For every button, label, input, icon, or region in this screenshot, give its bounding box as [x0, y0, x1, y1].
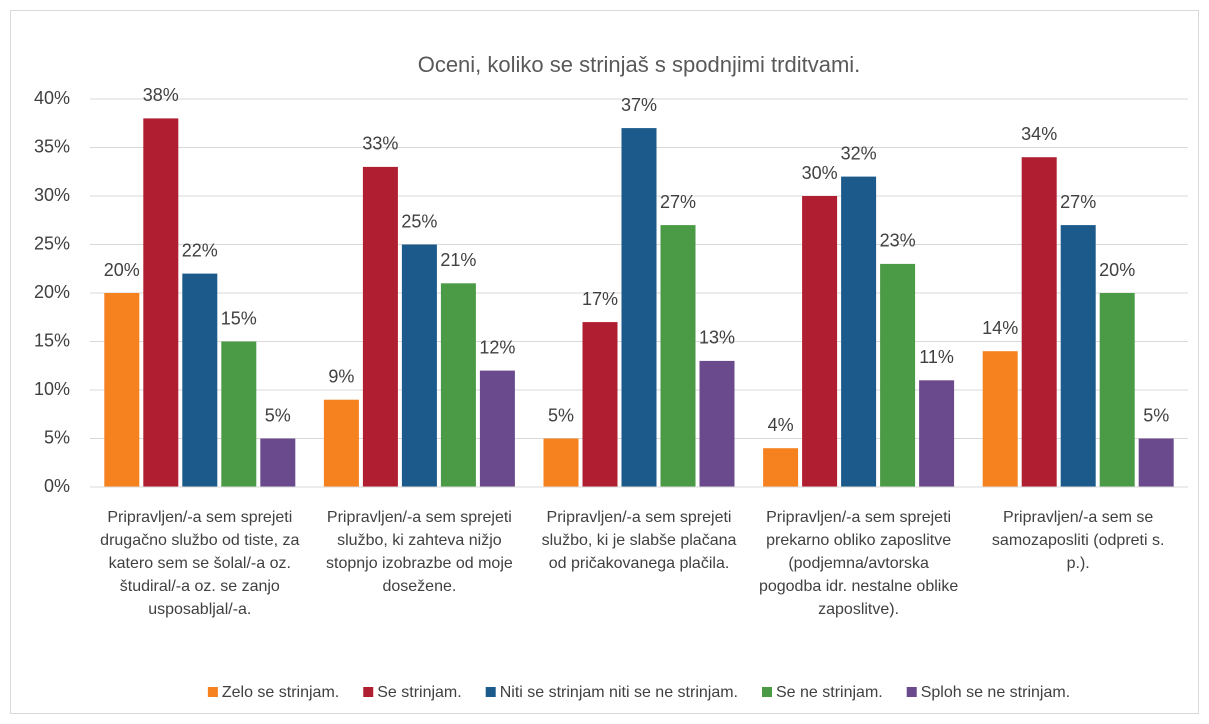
bar [260, 438, 296, 487]
bar [323, 399, 359, 487]
legend-swatch [485, 687, 496, 697]
bar [543, 438, 579, 487]
bar [841, 176, 877, 487]
data-label: 20% [1099, 260, 1135, 280]
data-label: 34% [1021, 124, 1057, 144]
bar [440, 283, 476, 487]
data-label: 22% [182, 240, 218, 260]
data-label: 21% [440, 250, 476, 270]
x-tick-label: Pripravljen/-a sem sprejeti službo, ki z… [326, 509, 513, 595]
y-tick-label: 30% [34, 185, 70, 205]
legend-swatch [906, 687, 917, 697]
data-label: 4% [768, 415, 794, 435]
data-label: 14% [982, 318, 1018, 338]
x-tick-label: Pripravljen/-a sem se samozaposliti (odp… [991, 509, 1165, 572]
x-tick-label: Pripravljen/-a sem sprejeti drugačno slu… [100, 509, 300, 618]
data-label: 37% [621, 95, 657, 115]
data-label: 5% [265, 405, 291, 425]
legend-swatch [762, 687, 773, 697]
x-tick-label: Pripravljen/-a sem sprejeti službo, ki j… [541, 509, 737, 572]
y-tick-label: 40% [34, 88, 70, 108]
data-label: 33% [362, 134, 398, 154]
y-tick-label: 20% [34, 282, 70, 302]
y-tick-label: 15% [34, 330, 70, 350]
bar [362, 166, 398, 487]
data-label: 32% [841, 143, 877, 163]
data-label: 15% [221, 308, 257, 328]
data-label: 13% [699, 328, 735, 348]
data-label: 27% [660, 192, 696, 212]
bar [104, 293, 140, 487]
bar [401, 244, 437, 487]
bar [1060, 225, 1096, 487]
bar [660, 225, 696, 487]
y-tick-label: 25% [34, 233, 70, 253]
legend-swatch [363, 687, 374, 697]
legend-label: Zelo se strinjam. [222, 684, 339, 701]
x-tick-label: Pripravljen/-a sem sprejeti prekarno obl… [758, 509, 959, 618]
y-tick-label: 0% [44, 476, 70, 496]
data-label: 38% [143, 85, 179, 105]
bar [182, 273, 218, 487]
bar [143, 118, 179, 488]
data-label: 23% [880, 231, 916, 251]
data-label: 17% [582, 289, 618, 309]
bar [1099, 293, 1135, 487]
bar [1021, 157, 1057, 487]
data-label: 9% [328, 366, 354, 386]
bar [880, 263, 916, 487]
y-tick-label: 10% [34, 379, 70, 399]
bar [621, 128, 657, 487]
legend-label: Sploh se ne strinjam. [921, 684, 1070, 701]
data-label: 27% [1060, 192, 1096, 212]
bar [1138, 438, 1174, 487]
bar [919, 380, 955, 487]
bar [982, 351, 1018, 487]
y-tick-label: 35% [34, 136, 70, 156]
bar [699, 360, 735, 487]
legend-label: Se strinjam. [377, 684, 461, 701]
chart-title: Oceni, koliko se strinjaš s spodnjimi tr… [418, 52, 861, 77]
data-label: 11% [919, 347, 954, 367]
data-label: 12% [479, 337, 515, 357]
legend-swatch [207, 687, 218, 697]
bar [763, 448, 799, 487]
legend-label: Niti se strinjam niti se ne strinjam. [500, 684, 738, 701]
data-label: 5% [1143, 405, 1169, 425]
y-tick-label: 5% [44, 427, 70, 447]
data-label: 5% [548, 405, 574, 425]
bar [221, 341, 257, 487]
bar [802, 196, 838, 487]
data-label: 30% [802, 163, 838, 183]
data-label: 25% [401, 211, 437, 231]
bar [582, 322, 618, 487]
data-label: 20% [104, 260, 140, 280]
legend-label: Se ne strinjam. [776, 684, 883, 701]
bar [479, 370, 515, 487]
